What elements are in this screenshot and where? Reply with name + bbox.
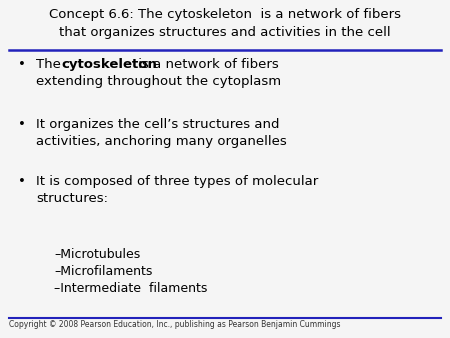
Text: activities, anchoring many organelles: activities, anchoring many organelles bbox=[36, 135, 287, 148]
Text: •: • bbox=[18, 58, 26, 71]
Text: structures:: structures: bbox=[36, 192, 108, 205]
Text: –Intermediate  filaments: –Intermediate filaments bbox=[54, 282, 207, 295]
Text: The: The bbox=[36, 58, 65, 71]
Text: •: • bbox=[18, 118, 26, 131]
Text: –Microtubules: –Microtubules bbox=[54, 248, 140, 261]
Text: cytoskeleton: cytoskeleton bbox=[61, 58, 157, 71]
Text: •: • bbox=[18, 175, 26, 188]
Text: It is composed of three types of molecular: It is composed of three types of molecul… bbox=[36, 175, 318, 188]
Text: –Microfilaments: –Microfilaments bbox=[54, 265, 153, 278]
Text: Copyright © 2008 Pearson Education, Inc., publishing as Pearson Benjamin Cumming: Copyright © 2008 Pearson Education, Inc.… bbox=[9, 320, 341, 329]
Text: Concept 6.6: The cytoskeleton  is a network of fibers: Concept 6.6: The cytoskeleton is a netwo… bbox=[49, 8, 401, 21]
Text: It organizes the cell’s structures and: It organizes the cell’s structures and bbox=[36, 118, 279, 131]
Text: extending throughout the cytoplasm: extending throughout the cytoplasm bbox=[36, 75, 281, 88]
Text: that organizes structures and activities in the cell: that organizes structures and activities… bbox=[59, 26, 391, 39]
Text: is a network of fibers: is a network of fibers bbox=[134, 58, 279, 71]
